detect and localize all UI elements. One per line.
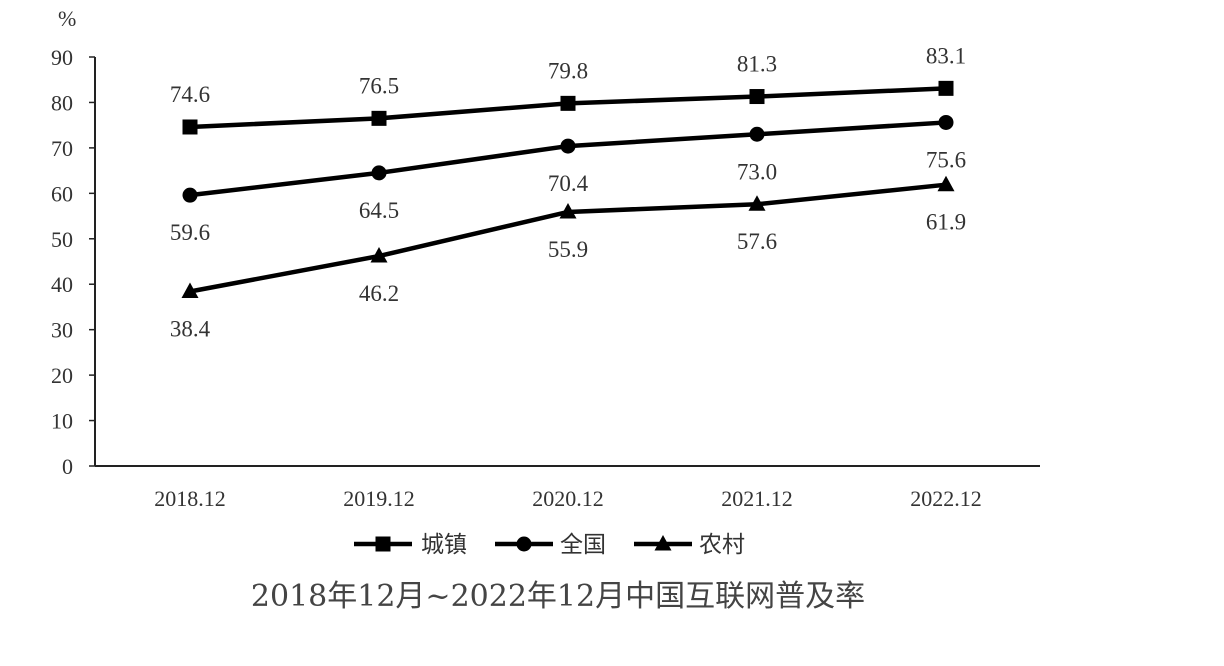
data-label: 81.3 [737, 52, 777, 77]
y-axis-unit-label: % [58, 6, 76, 31]
data-label: 61.9 [926, 210, 966, 235]
data-point [181, 282, 199, 298]
legend-item: 农村 [634, 532, 745, 558]
data-label: 70.4 [548, 171, 589, 196]
x-tick-label: 2018.12 [154, 486, 226, 511]
y-tick-label: 0 [62, 454, 73, 479]
axes [94, 57, 1040, 467]
y-tick-label: 70 [51, 136, 73, 161]
legend-label: 全国 [560, 532, 606, 558]
x-tick-label: 2019.12 [343, 486, 415, 511]
x-axis-ticks: 2018.12 2019.12 2020.12 2021.12 2022.12 [154, 486, 982, 511]
data-point [749, 126, 765, 142]
data-point [938, 80, 954, 96]
legend-item: 城镇 [354, 532, 467, 558]
data-label: 57.6 [737, 229, 777, 254]
data-point [559, 202, 577, 219]
data-point [937, 175, 955, 192]
series-layer: 74.6 76.5 79.8 81.3 83.1 59.6 64.5 70.4 73.0 75.6… [170, 43, 966, 341]
legend-label: 城镇 [421, 532, 467, 558]
legend-item: 全国 [495, 532, 606, 558]
y-tick-label: 50 [51, 227, 73, 252]
chart-title: 2018年12月~2022年12月中国互联网普及率 [251, 579, 865, 614]
data-label: 55.9 [548, 237, 588, 262]
legend-label: 农村 [699, 532, 745, 558]
data-label: 38.4 [170, 316, 211, 341]
data-point [371, 110, 387, 126]
data-point [560, 95, 576, 111]
series-circle: 59.6 64.5 70.4 73.0 75.6 [170, 114, 966, 245]
y-axis-ticks: 0 10 20 30 40 50 60 70 80 90 [51, 45, 95, 479]
legend-marker [375, 536, 391, 552]
data-label: 59.6 [170, 220, 210, 245]
data-label: 64.5 [359, 198, 399, 223]
x-tick-label: 2022.12 [910, 486, 982, 511]
data-label: 74.6 [170, 82, 210, 107]
data-label: 79.8 [548, 58, 588, 83]
data-point [182, 187, 198, 203]
data-label: 83.1 [926, 43, 966, 68]
legend: 城镇 全国 农村 [354, 532, 745, 558]
data-label: 76.5 [359, 73, 399, 98]
x-tick-label: 2021.12 [721, 486, 793, 511]
data-point [182, 119, 198, 135]
y-tick-label: 60 [51, 181, 73, 206]
data-point [560, 138, 576, 154]
legend-marker [654, 535, 672, 551]
data-point [748, 195, 766, 211]
y-tick-label: 10 [51, 409, 73, 434]
data-label: 75.6 [926, 147, 966, 172]
y-tick-label: 40 [51, 272, 73, 297]
y-tick-label: 30 [51, 318, 73, 343]
y-tick-label: 20 [51, 363, 73, 388]
x-tick-label: 2020.12 [532, 486, 604, 511]
series-square: 74.6 76.5 79.8 81.3 83.1 [170, 43, 966, 135]
data-point [749, 89, 765, 105]
data-point [370, 247, 388, 263]
data-label: 73.0 [737, 159, 777, 184]
data-point [938, 114, 954, 130]
data-point [371, 165, 387, 181]
legend-marker [516, 536, 532, 552]
series-triangle: 38.4 46.2 55.9 57.6 61.9 [170, 175, 966, 341]
y-tick-label: 80 [51, 90, 73, 115]
y-tick-label: 90 [51, 45, 73, 70]
data-label: 46.2 [359, 281, 399, 306]
